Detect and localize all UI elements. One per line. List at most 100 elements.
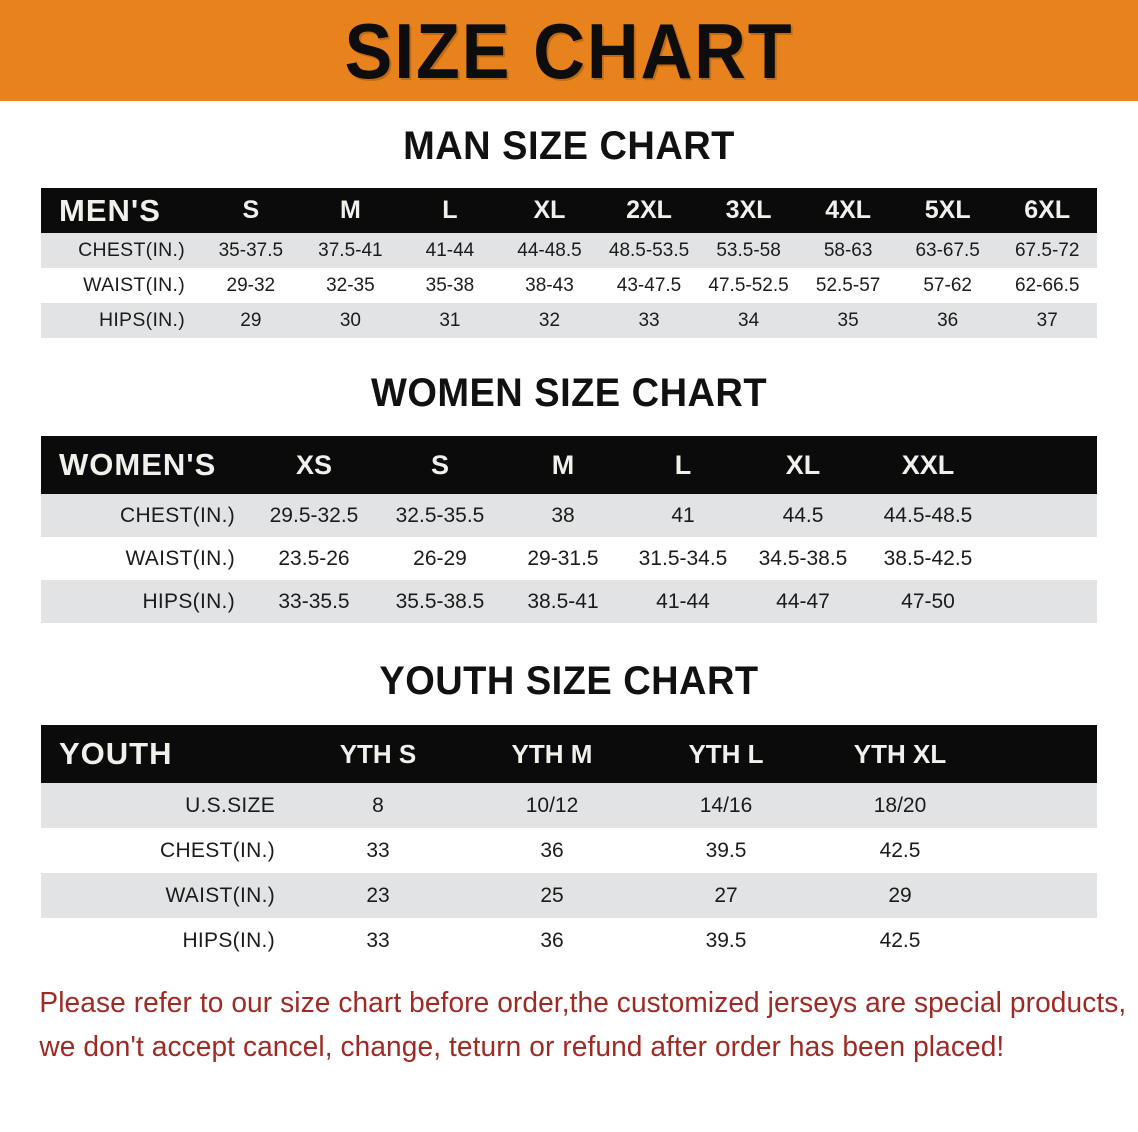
youth-ussize-s: 8 bbox=[291, 783, 465, 828]
youth-col-spacer bbox=[987, 725, 1097, 783]
youth-waist-spacer bbox=[987, 873, 1097, 918]
man-chest-2xl: 48.5-53.5 bbox=[599, 233, 699, 268]
women-hips-xs: 33-35.5 bbox=[251, 580, 377, 623]
women-waist-spacer bbox=[993, 537, 1097, 580]
policy-note-line-2: we don't accept cancel, change, teturn o… bbox=[39, 1031, 1005, 1063]
policy-note: Please refer to our size chart before or… bbox=[0, 981, 1127, 1069]
man-section-title: MAN SIZE CHART bbox=[403, 124, 735, 168]
man-waist-4xl: 52.5-57 bbox=[798, 268, 898, 303]
youth-chest-m: 36 bbox=[465, 828, 639, 873]
table-row: U.S.SIZE 8 10/12 14/16 18/20 bbox=[41, 783, 1097, 828]
youth-row-label-hips: HIPS(IN.) bbox=[41, 918, 291, 963]
women-chest-l: 41 bbox=[623, 494, 743, 537]
women-chest-s: 32.5-35.5 bbox=[377, 494, 503, 537]
youth-ussize-l: 14/16 bbox=[639, 783, 813, 828]
man-row-label-chest: CHEST(IN.) bbox=[41, 233, 202, 268]
women-corner-label: WOMEN'S bbox=[41, 436, 251, 494]
women-waist-xs: 23.5-26 bbox=[251, 537, 377, 580]
man-waist-5xl: 57-62 bbox=[897, 268, 998, 303]
man-row-label-waist: WAIST(IN.) bbox=[41, 268, 202, 303]
man-table-wrap: MEN'S S M L XL 2XL 3XL 4XL 5XL 6XL CHEST… bbox=[0, 188, 1138, 338]
youth-ussize-m: 10/12 bbox=[465, 783, 639, 828]
man-chest-6xl: 67.5-72 bbox=[997, 233, 1097, 268]
women-table-head: WOMEN'S XS S M L XL XXL bbox=[41, 436, 1097, 494]
women-waist-xl: 34.5-38.5 bbox=[743, 537, 863, 580]
man-header-row: MEN'S S M L XL 2XL 3XL 4XL 5XL 6XL bbox=[41, 188, 1097, 233]
youth-hips-xl: 42.5 bbox=[813, 918, 987, 963]
man-row-label-hips: HIPS(IN.) bbox=[41, 303, 202, 338]
youth-section-title: YOUTH SIZE CHART bbox=[379, 659, 759, 703]
women-section-title: WOMEN SIZE CHART bbox=[370, 371, 768, 415]
youth-table-head: YOUTH YTH S YTH M YTH L YTH XL bbox=[41, 725, 1097, 783]
man-hips-l: 31 bbox=[400, 303, 500, 338]
man-hips-5xl: 36 bbox=[897, 303, 998, 338]
youth-corner-label: YOUTH bbox=[41, 725, 291, 783]
youth-chest-s: 33 bbox=[291, 828, 465, 873]
table-row: WAIST(IN.) 23.5-26 26-29 29-31.5 31.5-34… bbox=[41, 537, 1097, 580]
man-waist-s: 29-32 bbox=[201, 268, 301, 303]
women-chest-xxl: 44.5-48.5 bbox=[863, 494, 993, 537]
youth-chest-xl: 42.5 bbox=[813, 828, 987, 873]
women-hips-xl: 44-47 bbox=[743, 580, 863, 623]
youth-col-s: YTH S bbox=[291, 725, 465, 783]
youth-waist-l: 27 bbox=[639, 873, 813, 918]
women-hips-m: 38.5-41 bbox=[503, 580, 623, 623]
youth-row-label-ussize: U.S.SIZE bbox=[41, 783, 291, 828]
man-chest-m: 37.5-41 bbox=[300, 233, 401, 268]
man-hips-xl: 32 bbox=[499, 303, 600, 338]
table-row: CHEST(IN.) 29.5-32.5 32.5-35.5 38 41 44.… bbox=[41, 494, 1097, 537]
man-hips-2xl: 33 bbox=[599, 303, 699, 338]
man-col-m: M bbox=[300, 188, 401, 233]
policy-note-line-1: Please refer to our size chart before or… bbox=[39, 987, 1127, 1019]
youth-ussize-xl: 18/20 bbox=[813, 783, 987, 828]
women-col-spacer bbox=[993, 436, 1097, 494]
table-row: WAIST(IN.) 23 25 27 29 bbox=[41, 873, 1097, 918]
man-col-xl: XL bbox=[499, 188, 600, 233]
man-waist-xl: 38-43 bbox=[499, 268, 600, 303]
man-col-4xl: 4XL bbox=[798, 188, 898, 233]
table-row: HIPS(IN.) 33 36 39.5 42.5 bbox=[41, 918, 1097, 963]
man-waist-2xl: 43-47.5 bbox=[599, 268, 699, 303]
women-hips-s: 35.5-38.5 bbox=[377, 580, 503, 623]
women-header-row: WOMEN'S XS S M L XL XXL bbox=[41, 436, 1097, 494]
table-row: HIPS(IN.) 29 30 31 32 33 34 35 36 37 bbox=[41, 303, 1097, 338]
women-row-label-chest: CHEST(IN.) bbox=[41, 494, 251, 537]
man-hips-m: 30 bbox=[300, 303, 401, 338]
man-chest-4xl: 58-63 bbox=[798, 233, 898, 268]
table-row: WAIST(IN.) 29-32 32-35 35-38 38-43 43-47… bbox=[41, 268, 1097, 303]
youth-hips-s: 33 bbox=[291, 918, 465, 963]
women-waist-l: 31.5-34.5 bbox=[623, 537, 743, 580]
man-chest-5xl: 63-67.5 bbox=[897, 233, 998, 268]
women-waist-s: 26-29 bbox=[377, 537, 503, 580]
women-hips-spacer bbox=[993, 580, 1097, 623]
man-col-l: L bbox=[400, 188, 500, 233]
youth-size-table: YOUTH YTH S YTH M YTH L YTH XL U.S.SIZE … bbox=[41, 725, 1097, 963]
women-col-m: M bbox=[503, 436, 623, 494]
women-table-body: CHEST(IN.) 29.5-32.5 32.5-35.5 38 41 44.… bbox=[41, 494, 1097, 623]
youth-table-wrap: YOUTH YTH S YTH M YTH L YTH XL U.S.SIZE … bbox=[0, 725, 1138, 963]
table-row: CHEST(IN.) 35-37.5 37.5-41 41-44 44-48.5… bbox=[41, 233, 1097, 268]
man-waist-3xl: 47.5-52.5 bbox=[698, 268, 799, 303]
youth-waist-s: 23 bbox=[291, 873, 465, 918]
youth-col-xl: YTH XL bbox=[813, 725, 987, 783]
youth-hips-m: 36 bbox=[465, 918, 639, 963]
women-row-label-waist: WAIST(IN.) bbox=[41, 537, 251, 580]
women-row-label-hips: HIPS(IN.) bbox=[41, 580, 251, 623]
youth-chest-spacer bbox=[987, 828, 1097, 873]
man-chest-l: 41-44 bbox=[400, 233, 500, 268]
page-banner: SIZE CHART bbox=[0, 0, 1138, 101]
man-col-s: S bbox=[201, 188, 301, 233]
youth-row-label-chest: CHEST(IN.) bbox=[41, 828, 291, 873]
women-chest-m: 38 bbox=[503, 494, 623, 537]
youth-table-body: U.S.SIZE 8 10/12 14/16 18/20 CHEST(IN.) … bbox=[41, 783, 1097, 963]
women-col-s: S bbox=[377, 436, 503, 494]
women-size-table: WOMEN'S XS S M L XL XXL CHEST(IN.) 29.5-… bbox=[41, 436, 1097, 623]
women-chest-spacer bbox=[993, 494, 1097, 537]
women-hips-l: 41-44 bbox=[623, 580, 743, 623]
man-table-body: CHEST(IN.) 35-37.5 37.5-41 41-44 44-48.5… bbox=[41, 233, 1097, 338]
youth-waist-m: 25 bbox=[465, 873, 639, 918]
women-chest-xs: 29.5-32.5 bbox=[251, 494, 377, 537]
women-chest-xl: 44.5 bbox=[743, 494, 863, 537]
youth-row-label-waist: WAIST(IN.) bbox=[41, 873, 291, 918]
